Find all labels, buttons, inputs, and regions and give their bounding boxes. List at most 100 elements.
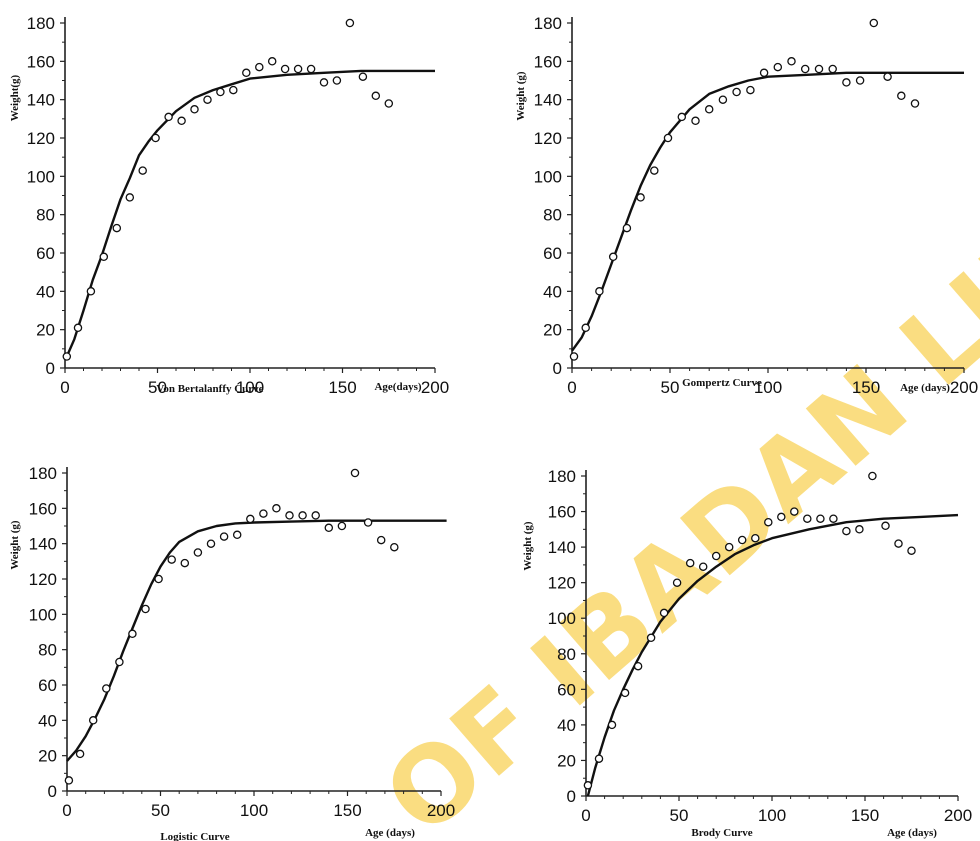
observed-point <box>75 749 85 759</box>
y-axis-title: Weight (g) <box>522 521 534 571</box>
observed-point <box>350 468 360 478</box>
x-tick-label: 200 <box>944 806 972 825</box>
x-tick-label: 200 <box>421 378 449 397</box>
observed-point <box>298 511 307 520</box>
x-tick-label: 150 <box>328 378 356 397</box>
observed-point <box>633 661 643 671</box>
y-axis-title: Weight (g) <box>515 71 527 121</box>
observed-point <box>803 514 812 523</box>
observed-point <box>337 521 347 531</box>
observed-point <box>855 525 864 534</box>
observed-point <box>881 521 890 531</box>
y-tick-label: 60 <box>557 680 576 699</box>
observed-point <box>894 539 903 548</box>
y-tick-label: 100 <box>29 605 57 624</box>
observed-point <box>73 323 83 333</box>
observed-point <box>829 514 838 523</box>
observed-point <box>828 64 837 74</box>
observed-point <box>99 252 109 262</box>
x-axis-title: Age(days) <box>374 381 421 393</box>
brody-fitted-curve <box>586 513 959 797</box>
observed-point <box>608 252 618 262</box>
von-bertalanffy-fitted-curve <box>65 69 435 357</box>
observed-point <box>216 87 225 97</box>
x-tick-label: 100 <box>240 801 268 820</box>
x-tick-label: 200 <box>427 801 455 820</box>
y-tick-label: 180 <box>534 14 562 33</box>
observed-point <box>659 608 669 618</box>
observed-point <box>267 57 277 66</box>
observed-point <box>581 323 590 333</box>
observed-point <box>800 64 810 74</box>
observed-point <box>773 62 783 72</box>
observed-point <box>883 72 892 81</box>
y-tick-label: 120 <box>548 574 576 593</box>
y-tick-label: 180 <box>29 464 57 483</box>
observed-point <box>751 533 760 543</box>
observed-point <box>190 105 199 114</box>
observed-point <box>907 546 916 555</box>
observed-point <box>759 68 769 78</box>
watermark-text: OF IBADAN LIBRA <box>361 92 980 841</box>
gompertz-fitted-curve <box>571 71 964 352</box>
observed-point <box>620 688 630 698</box>
observed-point <box>324 523 334 533</box>
observed-point <box>306 64 316 74</box>
y-tick-label: 20 <box>36 321 55 340</box>
y-tick-label: 0 <box>48 782 57 801</box>
observed-point <box>242 68 251 78</box>
observed-point <box>842 526 851 536</box>
y-tick-label: 140 <box>27 91 55 110</box>
observed-point <box>663 133 673 143</box>
gompertz-panel: 0 20 40 60 80 100 120 140 160 180 0 50 100 150 200 Weig… <box>515 14 978 397</box>
observed-point <box>636 193 645 202</box>
observed-point <box>842 78 851 87</box>
observed-point <box>138 166 147 175</box>
observed-point <box>764 517 773 527</box>
observed-point <box>650 166 659 175</box>
observed-point <box>732 87 741 97</box>
y-tick-label: 0 <box>46 359 55 378</box>
y-axis-title: Weight (g) <box>9 520 21 570</box>
y-tick-label: 140 <box>548 538 576 557</box>
observed-point <box>128 629 137 639</box>
y-tick-label: 40 <box>36 282 55 301</box>
y-tick-label: 40 <box>557 716 576 735</box>
y-tick-label: 60 <box>36 244 55 263</box>
y-tick-label: 0 <box>553 359 562 378</box>
observed-point <box>816 514 825 523</box>
y-tick-label: 80 <box>36 206 55 225</box>
observed-point <box>711 551 721 561</box>
y-tick-label: 120 <box>27 129 55 148</box>
curve-caption: Brody Curve <box>691 827 752 839</box>
y-tick-label: 0 <box>567 787 576 806</box>
observed-point <box>229 85 238 95</box>
observed-point <box>704 105 714 114</box>
observed-point <box>384 99 394 108</box>
x-tick-label: 150 <box>333 801 361 820</box>
observed-point <box>855 76 865 85</box>
y-tick-label: 140 <box>534 91 562 110</box>
observed-point <box>180 558 190 568</box>
observed-point <box>86 287 96 296</box>
x-tick-label: 150 <box>852 378 880 397</box>
y-tick-label: 120 <box>29 570 57 589</box>
observed-point <box>685 558 695 568</box>
y-tick-label: 40 <box>38 711 57 730</box>
y-tick-label: 180 <box>27 14 55 33</box>
observed-point <box>718 95 728 104</box>
observed-point <box>869 18 879 28</box>
observed-point <box>203 95 212 104</box>
observed-point <box>102 684 111 693</box>
x-tick-label: 0 <box>581 806 590 825</box>
observed-point <box>607 720 617 730</box>
y-tick-label: 60 <box>543 244 562 263</box>
x-tick-label: 100 <box>236 378 264 397</box>
observed-point <box>691 116 700 126</box>
observed-point <box>232 530 242 540</box>
brody-panel: 0 20 40 60 80 100 120 140 160 180 0 50 100 150 200 Weig… <box>522 467 972 839</box>
observed-point <box>193 548 203 557</box>
observed-point <box>358 72 368 81</box>
y-tick-label: 100 <box>534 167 562 186</box>
